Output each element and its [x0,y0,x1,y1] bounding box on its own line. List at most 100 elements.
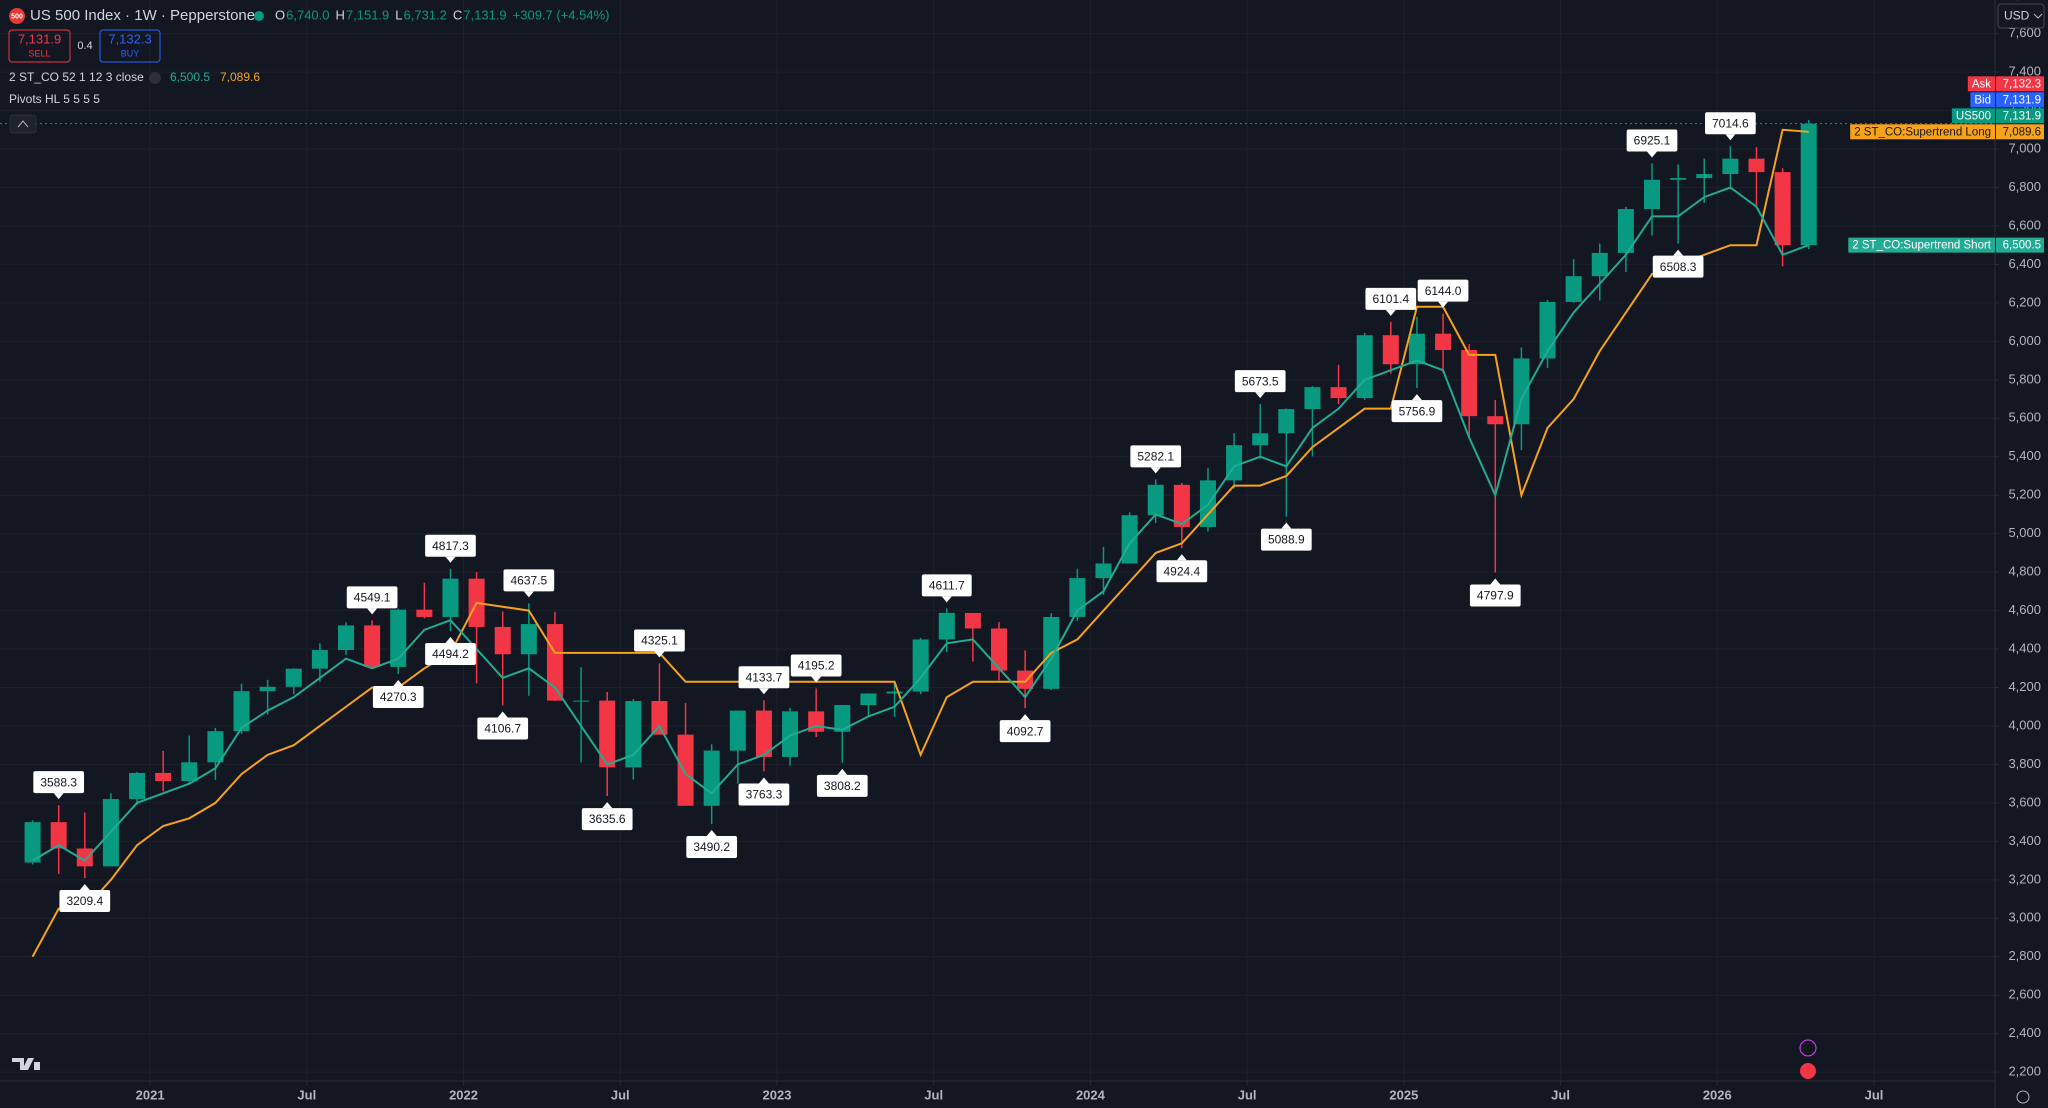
pivot-pointer [1150,467,1161,474]
x-tick-label: 2023 [763,1087,792,1102]
pivot-pointer [654,651,665,658]
pivot-pointer [367,608,378,615]
pivot-label: 4797.9 [1477,589,1514,603]
market-status[interactable] [254,11,264,21]
pivot-label: 4817.3 [432,539,469,553]
pivot-label: 3763.3 [746,788,783,802]
candle-body [599,700,616,768]
candle-body [834,705,851,732]
pivot-pointer [393,680,404,687]
pivot-label: 5756.9 [1399,404,1436,418]
spread: 0.4 [77,40,92,52]
x-tick-label: Jul [1865,1087,1884,1102]
candle-body [860,693,877,706]
pivot-marker [921,574,972,597]
ohlc-key: H [336,7,345,22]
candle-body [181,762,198,781]
candle-body [938,612,955,640]
pivot-marker [738,783,790,806]
candle-body [442,578,459,617]
x-tick-label: 2022 [449,1087,478,1102]
price-label-box [1996,76,2044,92]
y-tick-label: 2,200 [2008,1064,2041,1079]
pivot-marker [33,771,85,794]
buy-price: 7,132.3 [108,31,151,46]
sell-label: SELL [28,48,50,58]
indicator-name[interactable]: 2 ST_CO 52 1 12 3 close [9,70,144,84]
candle-body [1356,335,1373,399]
x-tick-label: 2024 [1076,1087,1106,1102]
ohlc-key: L [395,7,402,22]
x-tick-label: Jul [297,1087,316,1102]
symbol-title[interactable]: US 500 Index · 1W · Pepperstone [30,7,255,24]
supertrend-line [32,186,1810,862]
pivot-label: 6144.0 [1425,284,1462,298]
pivot-marker [1365,287,1417,310]
pivot-marker [425,534,476,557]
candle-body [1461,350,1478,417]
pivot-pointer [79,884,90,891]
candle-body [782,711,799,757]
pivots-indicator[interactable]: Pivots HL 5 5 5 5 [9,92,100,106]
candle-body [416,609,433,617]
price-label-box [1996,92,2044,108]
buy-button[interactable] [99,29,161,63]
y-tick-label: 5,400 [2008,448,2041,463]
y-tick-label: 6,800 [2008,179,2041,194]
price-label-box [1996,124,2044,140]
x-tick-label: Jul [1551,1087,1570,1102]
y-tick-label: 6,600 [2008,217,2041,232]
sell-price: 7,131.9 [18,31,61,46]
x-tick-label: Jul [924,1087,943,1102]
candle-body [207,731,224,763]
candle-body [1513,358,1530,425]
pivot-label: 4106.7 [484,722,521,736]
pivot-pointer [1020,714,1031,721]
pivot-label: 4270.3 [380,690,417,704]
x-tick-label: 2021 [136,1087,165,1102]
y-tick-label: 6,200 [2008,294,2041,309]
settings-icon[interactable] [2016,1090,2030,1104]
pivot-marker [1626,129,1678,152]
pivot-label: 5282.1 [1137,450,1174,464]
candle-body [1774,172,1791,246]
pivot-marker [1260,528,1312,551]
candle-body [1722,158,1739,175]
candle-body [1382,335,1399,365]
pivot-marker [477,717,529,740]
candle-body [390,609,407,667]
pivot-marker [425,642,476,665]
events-icon[interactable] [1799,1039,1817,1057]
candle-body [155,772,172,781]
pivot-pointer [706,830,717,837]
indicator-icon[interactable] [149,72,161,84]
pivot-pointer [602,802,613,809]
collapse-button[interactable] [9,114,37,134]
sell-button[interactable] [8,29,71,63]
pivot-marker [816,774,868,797]
y-tick-label: 3,200 [2008,871,2041,886]
candle-body [1670,178,1687,180]
candle-body [1800,123,1817,246]
pivot-marker [346,586,398,609]
pivot-marker [59,890,111,913]
flag-icon[interactable] [1800,1063,1816,1079]
ohlc: O 6,740.0 H 7,151.9 L 6,731.2 C 7,131.9 +309.7 (… [275,7,610,22]
pivot-marker [790,654,842,677]
brand-logo[interactable] [12,1058,40,1070]
candle-body [1591,252,1608,277]
pivot-marker [1234,370,1286,393]
currency-button[interactable] [1997,3,2045,29]
y-tick-label: 4,400 [2008,640,2041,655]
ohlc-value: 6,740.0 [286,7,329,22]
pivot-pointer [53,793,64,800]
pivot-pointer [1255,392,1266,399]
price-labels: 7,132.3 Ask 7,131.9 Bid 7,131.9 US500 7,089.6 2… [1848,76,2044,253]
header: 500 US 500 Index · 1W · Pepperstone O 6,7… [8,3,2045,1104]
ohlc-value: 6,731.2 [404,7,447,22]
axes: 2,200 2,400 2,600 2,800 3,000 3,200 3,400 3,600… [136,0,2041,1102]
pivot-marker [1130,445,1182,468]
y-tick-label: 7,800 [2008,0,2041,2]
